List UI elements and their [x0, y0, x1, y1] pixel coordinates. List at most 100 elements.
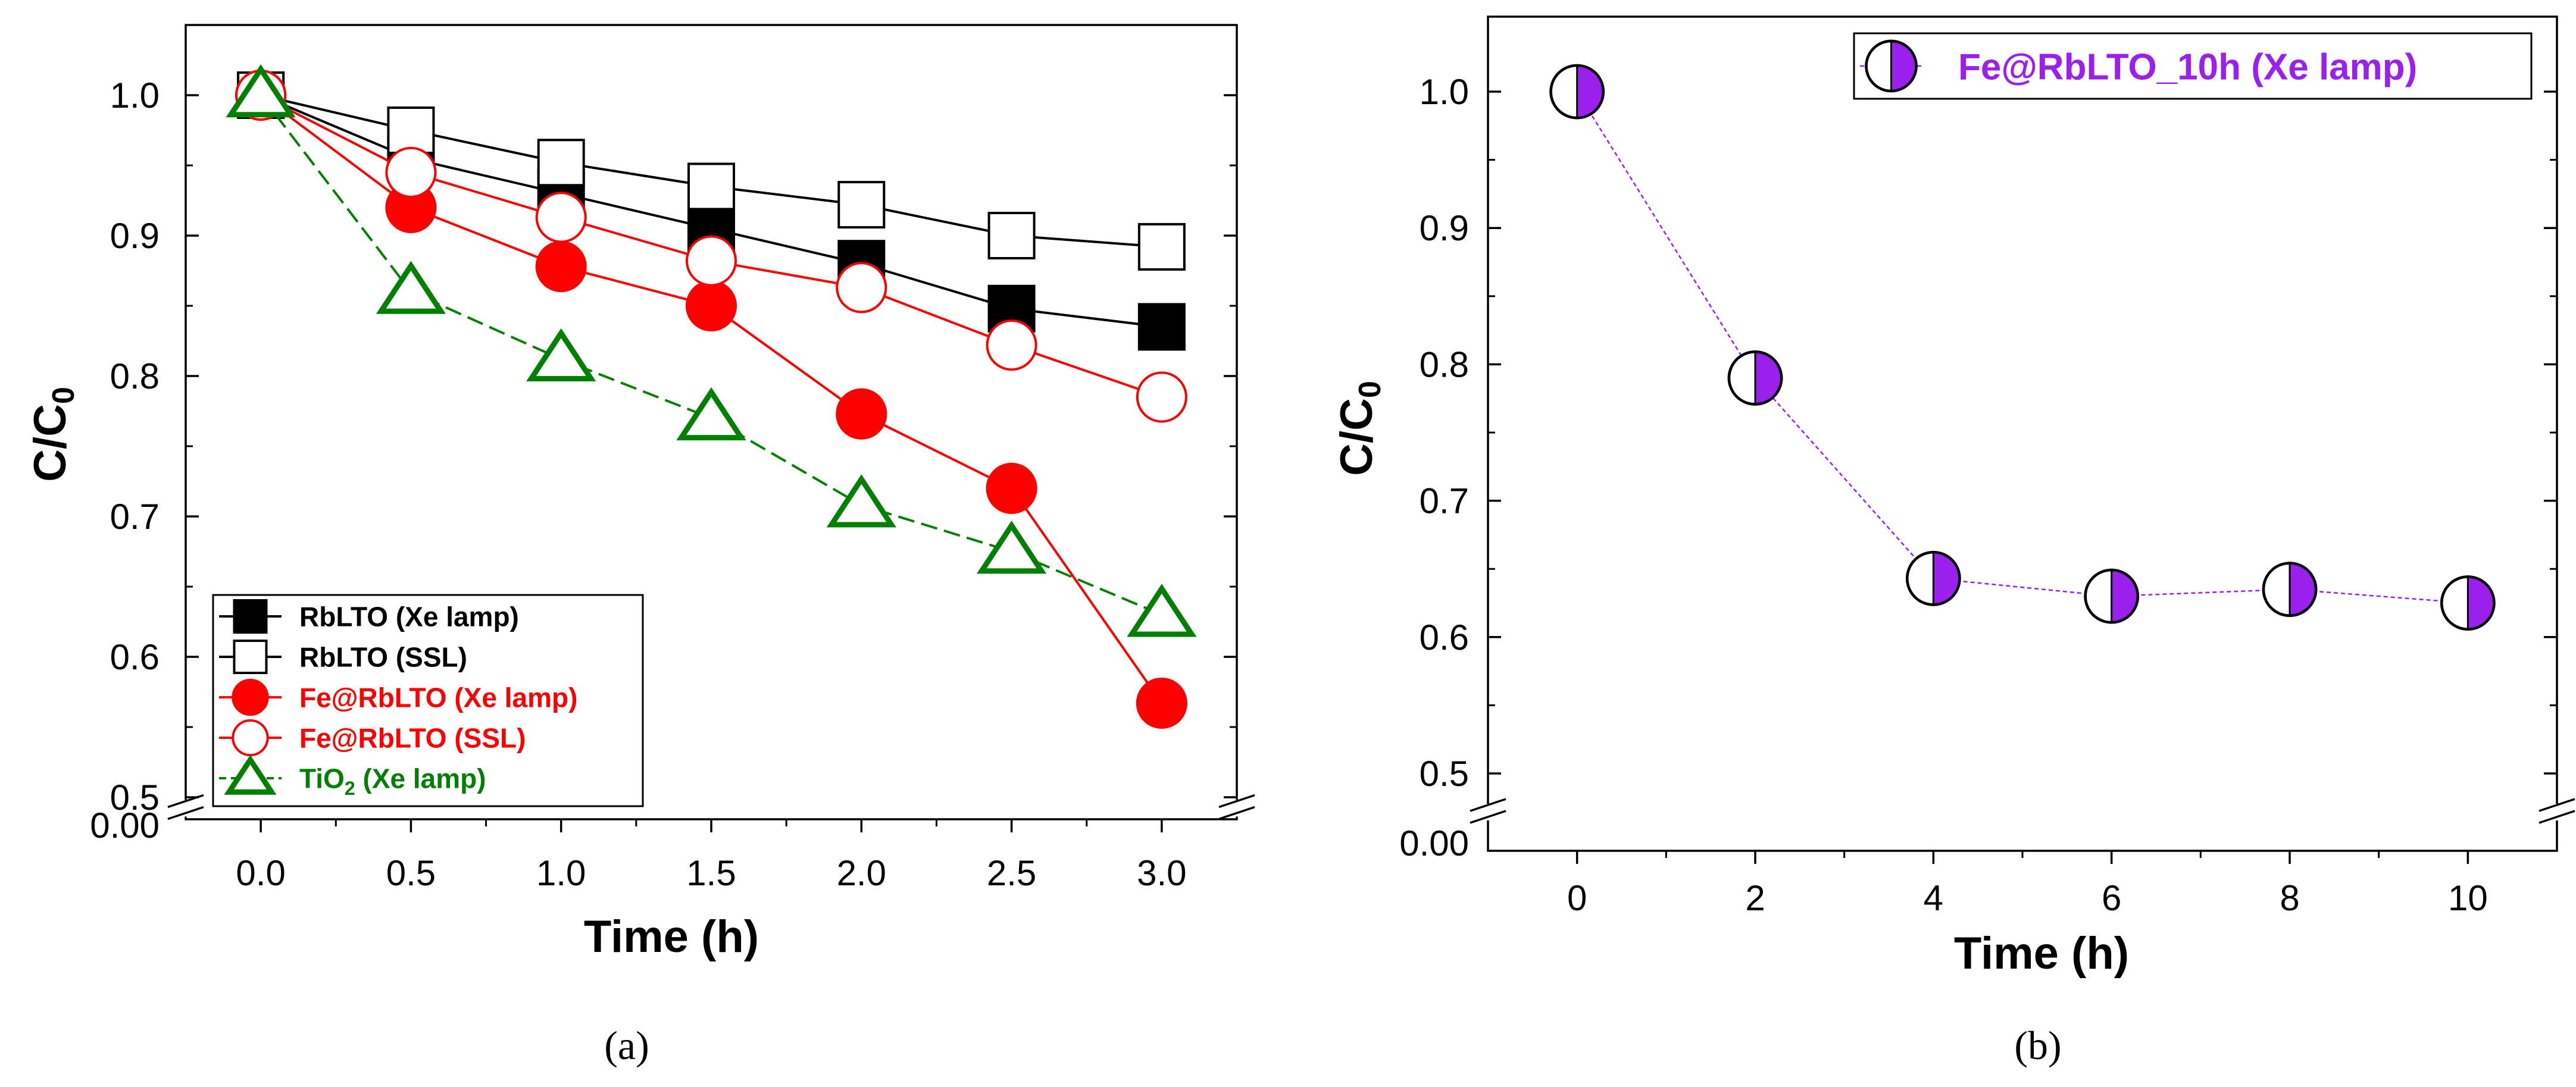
x-tick-label-b: 8: [2280, 878, 2299, 918]
data-point-a-1: [537, 139, 585, 187]
data-point-b-0-fill: [1933, 552, 1960, 605]
legend-box-a: [212, 594, 644, 807]
axis-break-mark-b-0-1: [1470, 798, 1506, 812]
legend-label-sub: 2: [345, 778, 355, 799]
y-tick-label-a: 0.8: [110, 356, 160, 396]
y-tick-label-a: 0.6: [110, 637, 160, 677]
x-axis-label-b: Time (h): [1954, 928, 2129, 979]
data-point-a-4: [1127, 584, 1197, 637]
series-a-3: [235, 69, 1187, 423]
x-tick-label-b: 2: [1745, 878, 1765, 918]
legend-label-a-0: RbLTO (Xe lamp): [299, 602, 519, 632]
data-point-a-0: [1137, 303, 1186, 351]
data-point-b-0-fill: [1755, 352, 1782, 405]
legend-marker-a-1: [233, 640, 268, 674]
x-tick-label-a: 0.5: [386, 853, 436, 893]
y-tick-label-b: 0.9: [1420, 208, 1469, 248]
legend-marker-b-0: [1865, 39, 1918, 93]
y-axis-label-main-b: C/C: [1331, 398, 1382, 476]
x-tick-label-b: 4: [1924, 878, 1943, 918]
plot-frame-b: [1487, 15, 2558, 852]
data-point-a-1: [1137, 223, 1186, 271]
data-point-a-3: [986, 319, 1037, 371]
legend-label-tail: (Xe lamp): [355, 763, 486, 794]
legend-label-main: Fe@RbLTO_10h (Xe lamp): [1958, 46, 2417, 87]
x-tick-label-a: 3.0: [1137, 853, 1186, 893]
x-tick-label-b: 10: [2448, 878, 2488, 918]
legend-marker-a-2: [232, 678, 269, 716]
data-point-b-0: [1727, 350, 1783, 406]
data-point-a-1: [987, 212, 1036, 259]
data-point-a-4: [826, 474, 896, 528]
legend-box-b: [1853, 32, 2533, 100]
axis-break-mark-a-0-2: [167, 806, 204, 820]
data-point-a-2: [685, 280, 737, 332]
panel-caption-a: (a): [604, 1023, 649, 1068]
data-point-a-3: [535, 192, 587, 243]
y-tick-label-b: 0.8: [1420, 344, 1469, 384]
legend-label-a-1: RbLTO (SSL): [299, 642, 467, 673]
axis-break-mark-a-1-2: [1218, 806, 1255, 820]
legend-b: Fe@RbLTO_10h (Xe lamp): [1853, 32, 2533, 100]
legend-label-main: Fe@RbLTO (SSL): [299, 723, 526, 754]
y-tick-label-b: 0.5: [1420, 754, 1469, 794]
data-point-b-0: [2262, 562, 2318, 617]
legend-a: RbLTO (Xe lamp) RbLTO (SSL) Fe@RbLTO (Xe l…: [212, 594, 644, 807]
chart-panel-b: 0.5 0.6 0.7 0.8 0.9 1.0 0.00 0 2 4 6 8 10 Fe@RbLTO_10…: [1331, 15, 2575, 1068]
data-point-a-4: [376, 261, 446, 314]
data-point-a-4: [226, 64, 296, 118]
y-tick-label-a: 0.7: [110, 497, 160, 537]
data-point-a-3: [385, 146, 437, 198]
data-point-a-3: [685, 235, 737, 287]
data-point-a-4: [676, 387, 746, 441]
legend-label-a-4: TiO2 (Xe lamp): [299, 763, 486, 800]
data-point-b-0: [2440, 575, 2496, 631]
x-tick-label-b: 6: [2102, 878, 2121, 918]
y-tick-label-break-a: 0.00: [90, 806, 160, 845]
x-tick-label-a: 0.0: [236, 853, 285, 893]
legend-label-a-3: Fe@RbLTO (SSL): [299, 723, 526, 754]
axis-break-mark-b-1-2: [2539, 810, 2575, 824]
series-line-b-0: [1576, 91, 2468, 604]
axis-break-mark-a-1-1: [1218, 794, 1255, 809]
data-point-a-4: [526, 328, 596, 381]
axis-break-mark-b-1-1: [2539, 798, 2575, 812]
data-point-a-2: [986, 462, 1037, 514]
data-point-b-0: [1549, 64, 1605, 120]
data-point-b-0: [1905, 550, 1961, 606]
data-point-b-0-fill: [2111, 569, 2138, 623]
data-point-b-0-fill: [2290, 563, 2316, 616]
x-tick-label-a: 2.5: [987, 853, 1036, 893]
chart-panel-a: 0.5 0.6 0.7 0.8 0.9 1.0 0.00 0.0 0.5 1.0 1.5 2.0 2.5…: [25, 24, 1255, 1068]
series-a-2: [235, 69, 1187, 729]
y-axis-label-sub-a: 0: [46, 387, 81, 404]
x-tick-label-a: 1.0: [536, 853, 586, 893]
legend-label-main: TiO: [299, 763, 345, 794]
y-axis-label-a: C/C0: [25, 387, 81, 482]
series-b-0: [1549, 64, 2496, 631]
x-axis-label-a: Time (h): [584, 911, 759, 962]
panel-caption-b: (b): [2014, 1023, 2061, 1068]
x-tick-label-a: 1.5: [686, 853, 736, 893]
x-tick-label-b: 0: [1567, 878, 1587, 918]
legend-label-main: RbLTO (SSL): [299, 642, 467, 673]
y-tick-label-a: 0.9: [110, 216, 160, 256]
y-tick-label-b: 1.0: [1420, 72, 1469, 112]
y-axis-label-main-a: C/C: [25, 404, 76, 482]
legend-label-b-0: Fe@RbLTO_10h (Xe lamp): [1958, 46, 2417, 87]
data-point-a-4: [976, 521, 1047, 574]
data-point-a-1: [837, 181, 886, 229]
legend-marker-a-3: [232, 719, 269, 757]
data-point-a-2: [1136, 677, 1187, 729]
data-point-a-2: [535, 240, 587, 292]
legend-label-a-2: Fe@RbLTO (Xe lamp): [299, 682, 577, 713]
y-tick-label-b: 0.6: [1420, 618, 1469, 657]
y-tick-label-a: 0.5: [110, 778, 160, 817]
x-tick-label-a: 2.0: [837, 853, 886, 893]
y-axis-label-sub-b: 0: [1353, 381, 1387, 398]
y-tick-label-a: 1.0: [110, 76, 160, 115]
y-tick-label-b: 0.7: [1420, 481, 1469, 521]
legend-label-main: Fe@RbLTO (Xe lamp): [299, 682, 577, 713]
data-point-a-1: [387, 106, 435, 154]
